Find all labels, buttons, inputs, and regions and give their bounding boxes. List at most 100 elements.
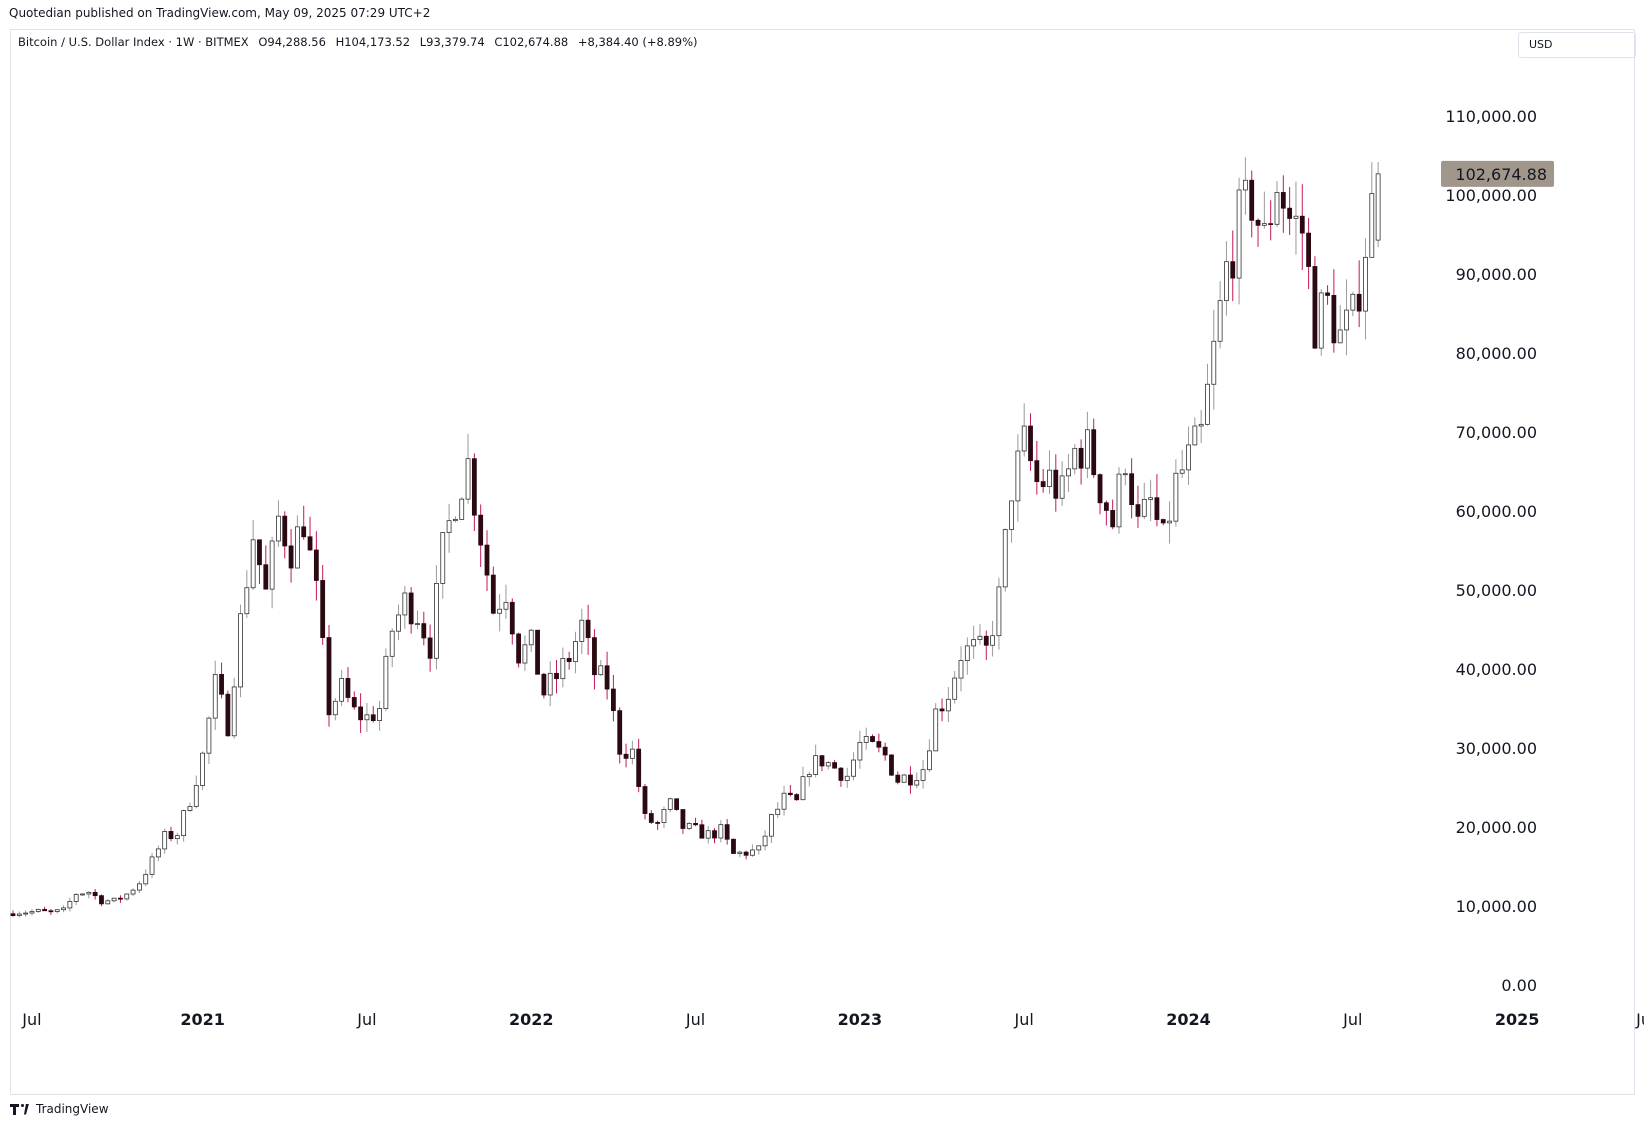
- candle-body: [1129, 473, 1135, 505]
- candle: [282, 511, 288, 559]
- y-tick-label: 10,000.00: [1456, 897, 1537, 916]
- candle: [731, 838, 736, 854]
- x-tick-label: 2021: [180, 1010, 225, 1029]
- candle-body: [471, 458, 477, 516]
- candle-body: [1116, 473, 1122, 528]
- candle-body: [1021, 425, 1027, 452]
- candle: [693, 817, 698, 827]
- candle: [712, 828, 717, 844]
- candle: [250, 519, 256, 591]
- candle-body: [364, 714, 370, 721]
- candle-body: [1211, 340, 1217, 385]
- candle-body: [288, 545, 294, 569]
- candle-body: [174, 835, 180, 840]
- footer-brand[interactable]: TradingView: [10, 1102, 109, 1116]
- candle-body: [402, 592, 408, 616]
- candle: [528, 628, 534, 652]
- candle-body: [756, 845, 762, 851]
- candle: [901, 773, 907, 783]
- candle: [1299, 184, 1305, 270]
- candle-body: [1363, 256, 1368, 312]
- candle: [623, 743, 629, 768]
- candle-body: [465, 458, 471, 500]
- candle-body: [794, 794, 800, 801]
- candle: [86, 891, 92, 899]
- candle-body: [35, 909, 41, 912]
- candle: [1085, 411, 1090, 479]
- candle-body: [990, 635, 995, 646]
- candle-body: [1066, 468, 1071, 477]
- candle-body: [1325, 292, 1330, 296]
- candle-body: [1135, 504, 1141, 517]
- candle-body: [895, 774, 901, 783]
- candle: [844, 767, 850, 788]
- candle-body: [762, 835, 768, 847]
- candle-body: [1287, 207, 1293, 219]
- candle-body: [516, 633, 521, 664]
- candle: [471, 453, 477, 532]
- candle: [1356, 260, 1362, 328]
- candle: [1331, 269, 1337, 353]
- candle-body: [535, 629, 540, 675]
- candle-body: [155, 848, 161, 858]
- candle: [67, 897, 73, 912]
- legend-open: O94,288.56: [258, 35, 326, 49]
- candle: [1141, 482, 1147, 520]
- candle-body: [415, 623, 420, 626]
- candle: [769, 813, 774, 844]
- candle: [187, 802, 193, 812]
- candle-body: [92, 891, 98, 897]
- candle: [1243, 157, 1248, 215]
- candle-body: [1293, 215, 1299, 219]
- candle: [1224, 241, 1229, 316]
- candle-body: [876, 741, 882, 748]
- candle: [263, 545, 269, 590]
- candle: [427, 624, 433, 672]
- candle-body: [1350, 293, 1356, 311]
- candle: [1217, 281, 1223, 349]
- candle: [1173, 459, 1179, 527]
- candle-body: [124, 893, 130, 900]
- candle: [914, 772, 920, 789]
- currency-button[interactable]: USD: [1518, 32, 1636, 58]
- candle: [1186, 426, 1191, 485]
- last-price-tag: 102,674.88: [1441, 160, 1554, 187]
- candle-body: [712, 830, 717, 839]
- candle-body: [1078, 447, 1084, 469]
- candle-body: [497, 608, 503, 614]
- candle-body: [263, 564, 269, 590]
- candle: [1148, 479, 1153, 522]
- candle-body: [111, 897, 117, 902]
- candle: [351, 691, 357, 710]
- x-tick-label: Jul: [685, 1010, 705, 1029]
- candle: [497, 594, 503, 632]
- candle-body: [61, 907, 66, 911]
- candle-body: [775, 808, 781, 815]
- candle-body: [187, 806, 193, 812]
- candle: [29, 908, 35, 916]
- candle: [1261, 191, 1267, 229]
- candle-body: [1280, 192, 1286, 209]
- candle: [1230, 230, 1236, 302]
- candle-body: [80, 893, 85, 896]
- candle: [1350, 291, 1356, 317]
- candle-body: [1318, 292, 1324, 349]
- candle: [193, 775, 199, 809]
- candle: [876, 733, 882, 753]
- candle: [1363, 238, 1368, 340]
- candle: [724, 819, 730, 845]
- candle: [1002, 528, 1008, 592]
- candle: [465, 433, 471, 504]
- x-tick-label: Jul: [21, 1010, 41, 1029]
- legend-low: L93,379.74: [419, 35, 485, 49]
- candle: [415, 610, 420, 630]
- candle-body: [844, 775, 850, 781]
- time-axis: Jul 2021 Jul 2022 Jul 2023 Jul 2024 Jul 2025 Ju: [21, 1010, 1644, 1029]
- candle: [750, 844, 755, 857]
- candle-body: [560, 658, 566, 680]
- candle: [339, 669, 345, 707]
- candle-body: [933, 708, 939, 752]
- candle-body: [1261, 223, 1267, 226]
- candle: [73, 892, 79, 905]
